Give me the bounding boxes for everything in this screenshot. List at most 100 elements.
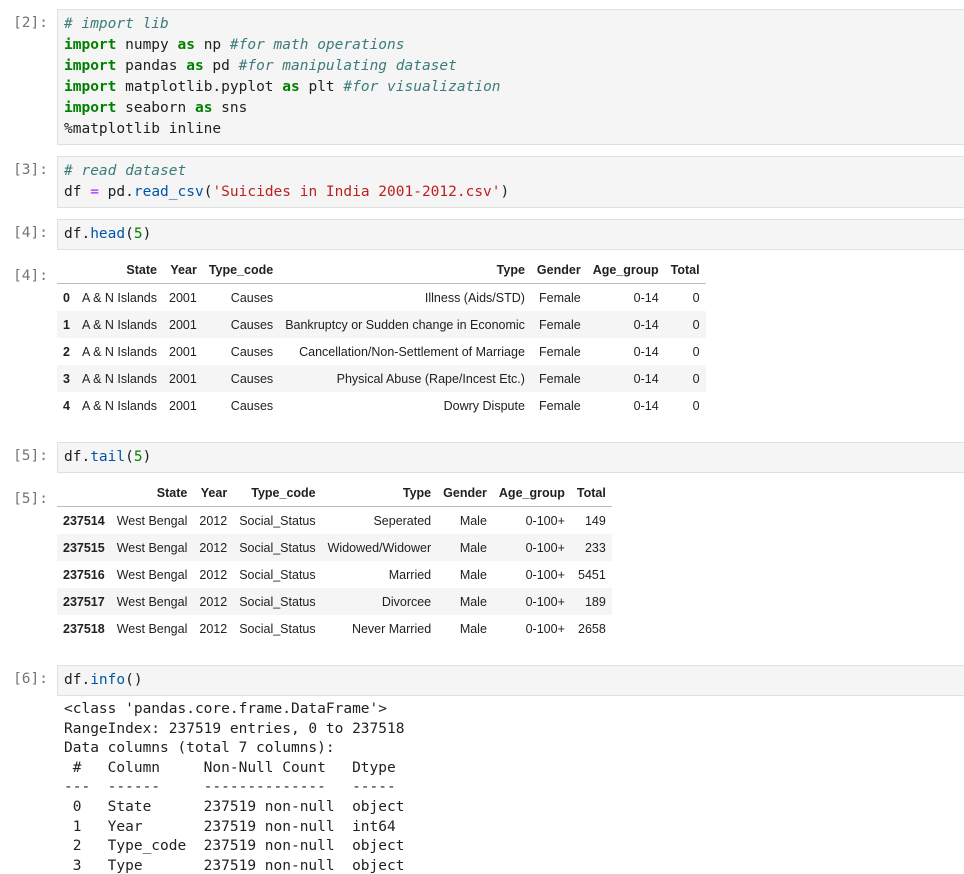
header-row: State Year Type_code Type Gender Age_group Tot… bbox=[57, 479, 612, 507]
prompt-spacer bbox=[0, 696, 57, 874]
code-token: = bbox=[90, 184, 99, 200]
table-cell: Married bbox=[388, 567, 432, 582]
column-header: Type_code bbox=[233, 479, 322, 507]
output-row: [5]: State Year Type_code Type Gender Age_grou… bbox=[0, 479, 964, 654]
table-cell: Dowry Dispute bbox=[443, 398, 525, 413]
input-prompt: [3]: bbox=[13, 162, 48, 178]
table-body: 0 A & N Islands 2001 Causes Illness (Aids/ST… bbox=[57, 284, 706, 420]
code-token: 5 bbox=[133, 226, 143, 242]
code-token: tail bbox=[90, 449, 126, 465]
index-header bbox=[57, 256, 76, 284]
code-token: np bbox=[194, 37, 230, 53]
table-cell: 0 bbox=[692, 290, 700, 305]
code-token: #for manipulating dataset bbox=[238, 58, 457, 74]
row-index: 0 bbox=[63, 290, 70, 305]
row-index: 4 bbox=[63, 398, 70, 413]
data-table: State Year Type_code Type Gender Age_group Tot… bbox=[57, 479, 612, 642]
table-row: 237517 West Bengal 2012 Social_Status Divorc… bbox=[57, 588, 612, 615]
table-cell: Causes bbox=[230, 398, 274, 413]
table-body: 237514 West Bengal 2012 Social_Status Sepera… bbox=[57, 507, 612, 643]
code-line: import matplotlib.pyplot as plt #for vis… bbox=[64, 77, 958, 98]
table-cell: 2012 bbox=[199, 540, 228, 555]
column-header: Year bbox=[163, 256, 203, 284]
code-input: # import lib import numpy as np #for math… bbox=[57, 9, 964, 145]
code-token: sns bbox=[212, 100, 248, 116]
table-cell: 2001 bbox=[169, 317, 197, 332]
code-token: import bbox=[64, 79, 117, 95]
code-line: # read dataset bbox=[64, 161, 958, 182]
output-row: <class 'pandas.core.frame.DataFrame'> Ran… bbox=[0, 696, 964, 874]
cell: [2]: # import lib import numpy as np #for … bbox=[0, 9, 964, 145]
table-cell: 0 bbox=[692, 317, 700, 332]
code-token: pandas bbox=[116, 58, 187, 74]
table-row: 237516 West Bengal 2012 Social_Status Marrie… bbox=[57, 561, 612, 588]
table-cell: A & N Islands bbox=[81, 371, 157, 386]
code-token: df bbox=[64, 184, 91, 200]
table-head: State Year Type_code Type Gender Age_group Tot… bbox=[57, 256, 706, 284]
column-header: Total bbox=[664, 256, 706, 284]
code-token: as bbox=[194, 100, 213, 116]
code-line: df = pd.read_csv('Suicides in India 2001… bbox=[64, 182, 958, 203]
table-cell: Widowed/Widower bbox=[327, 540, 432, 555]
code-token: pd. bbox=[98, 184, 134, 200]
table-cell: West Bengal bbox=[116, 621, 188, 636]
index-header bbox=[57, 479, 111, 507]
input-row: [2]: # import lib import numpy as np #for … bbox=[0, 9, 964, 145]
text-output: <class 'pandas.core.frame.DataFrame'> Ran… bbox=[57, 696, 411, 874]
column-header: State bbox=[110, 479, 194, 507]
code-line: df.head(5) bbox=[64, 224, 958, 245]
table-cell: A & N Islands bbox=[81, 344, 157, 359]
table-cell: Male bbox=[459, 594, 487, 609]
code-token: df. bbox=[64, 226, 91, 242]
input-row: [5]: df.tail(5) bbox=[0, 442, 964, 473]
code-line: import numpy as np #for math operations bbox=[64, 35, 958, 56]
code-token: as bbox=[177, 37, 195, 53]
code-token: %matplotlib inline bbox=[64, 121, 222, 137]
table-cell: Causes bbox=[230, 344, 274, 359]
table-cell: 0-100+ bbox=[525, 513, 565, 528]
code-token: ) bbox=[500, 184, 510, 200]
table-row: 4 A & N Islands 2001 Causes Dowry Dispute Fem… bbox=[57, 392, 706, 419]
output-line: 3 Type 237519 non-null object bbox=[64, 857, 405, 874]
code-token: ( bbox=[203, 184, 213, 200]
code-input: # read dataset df = pd.read_csv('Suicides… bbox=[57, 156, 964, 208]
table-cell: 2012 bbox=[199, 594, 228, 609]
table-cell: Social_Status bbox=[239, 567, 316, 582]
table-cell: West Bengal bbox=[116, 567, 188, 582]
table-row: 0 A & N Islands 2001 Causes Illness (Aids/ST… bbox=[57, 284, 706, 312]
table-row: 3 A & N Islands 2001 Causes Physical Abuse (… bbox=[57, 365, 706, 392]
output-prompt: [4]: bbox=[13, 268, 48, 284]
input-row: [6]: df.info() bbox=[0, 665, 964, 696]
table-cell: Seperated bbox=[373, 513, 432, 528]
table-cell: 0-14 bbox=[633, 317, 659, 332]
output-line: # Column Non-Null Count Dtype bbox=[64, 759, 405, 776]
table-cell: Female bbox=[539, 371, 581, 386]
table-cell: Social_Status bbox=[239, 513, 316, 528]
table-cell: A & N Islands bbox=[81, 290, 157, 305]
data-table: State Year Type_code Type Gender Age_group Tot… bbox=[57, 256, 706, 419]
code-token: #for math operations bbox=[229, 37, 405, 53]
row-index: 237516 bbox=[63, 567, 105, 582]
code-token: import bbox=[64, 100, 117, 116]
input-prompt: [2]: bbox=[13, 15, 48, 31]
code-token: import bbox=[64, 58, 117, 74]
input-prompt: [5]: bbox=[13, 448, 48, 464]
column-header: Total bbox=[570, 479, 612, 507]
cell: [4]: df.head(5) [4]: State Year Type_code Type… bbox=[0, 219, 964, 431]
table-cell: Female bbox=[539, 290, 581, 305]
code-token: df. bbox=[64, 672, 91, 688]
table-cell: 0-14 bbox=[633, 371, 659, 386]
table-cell: 2001 bbox=[169, 371, 197, 386]
table-cell: 2001 bbox=[169, 398, 197, 413]
table-cell: 0-14 bbox=[633, 344, 659, 359]
code-token: ) bbox=[142, 449, 152, 465]
table-cell: 149 bbox=[584, 513, 606, 528]
column-header: Gender bbox=[530, 256, 587, 284]
code-token: import bbox=[64, 37, 117, 53]
table-cell: Male bbox=[459, 567, 487, 582]
table-cell: Illness (Aids/STD) bbox=[424, 290, 525, 305]
code-token: matplotlib.pyplot bbox=[116, 79, 283, 95]
table-cell: Female bbox=[539, 317, 581, 332]
table-cell: 0 bbox=[692, 371, 700, 386]
